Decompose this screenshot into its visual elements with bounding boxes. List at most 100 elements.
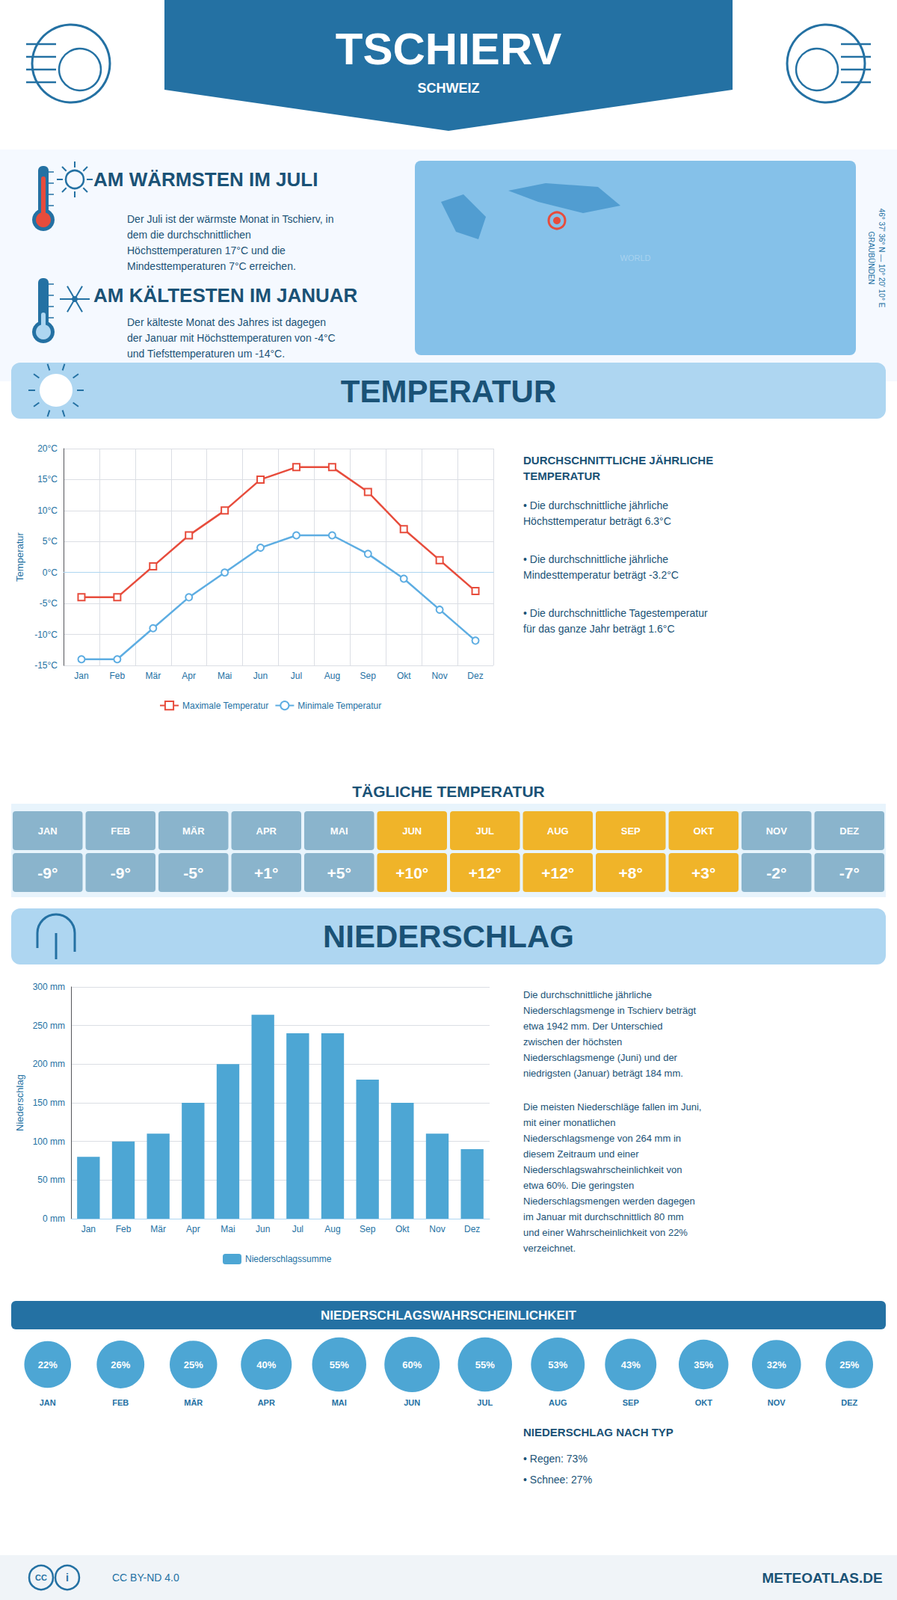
svg-text:Aug: Aug bbox=[324, 1223, 341, 1235]
svg-text:40%: 40% bbox=[256, 1358, 276, 1371]
svg-text:Niederschlagssumme: Niederschlagssumme bbox=[245, 1253, 332, 1265]
svg-text:-9°: -9° bbox=[110, 864, 131, 882]
svg-text:MÄR: MÄR bbox=[183, 1397, 203, 1407]
svg-text:20°C: 20°C bbox=[37, 443, 58, 454]
svg-text:35%: 35% bbox=[693, 1358, 714, 1371]
svg-text:etwa 1942 mm. Der Unterschied: etwa 1942 mm. Der Unterschied bbox=[523, 1020, 663, 1032]
svg-text:250 mm: 250 mm bbox=[32, 1020, 66, 1031]
svg-text:NIEDERSCHLAGSWAHRSCHEINLICHKEI: NIEDERSCHLAGSWAHRSCHEINLICHKEIT bbox=[320, 1308, 578, 1323]
svg-text:DEZ: DEZ bbox=[839, 825, 859, 837]
svg-text:FEB: FEB bbox=[110, 825, 131, 837]
svg-text:JUN: JUN bbox=[402, 825, 422, 837]
svg-text:Mindesttemperaturen 7°C erreic: Mindesttemperaturen 7°C erreichen. bbox=[127, 260, 297, 273]
svg-text:TÄGLICHE TEMPERATUR: TÄGLICHE TEMPERATUR bbox=[352, 782, 545, 800]
svg-text:Höchsttemperatur beträgt 6.3°C: Höchsttemperatur beträgt 6.3°C bbox=[523, 515, 672, 527]
svg-text:-5°: -5° bbox=[183, 864, 204, 882]
svg-text:Der Juli ist der wärmste Monat: Der Juli ist der wärmste Monat in Tschie… bbox=[127, 213, 334, 225]
svg-text:mit einer monatlichen: mit einer monatlichen bbox=[523, 1116, 616, 1128]
svg-text:Der kälteste Monat des Jahres: Der kälteste Monat des Jahres ist dagege… bbox=[127, 316, 326, 329]
svg-text:Höchsttemperaturen 17°C und di: Höchsttemperaturen 17°C und die bbox=[127, 244, 286, 257]
svg-text:OKT: OKT bbox=[695, 1397, 714, 1407]
svg-text:-15°C: -15°C bbox=[34, 660, 58, 671]
svg-text:Dez: Dez bbox=[464, 1223, 480, 1235]
svg-text:TSCHIERV: TSCHIERV bbox=[335, 23, 562, 75]
svg-text:60%: 60% bbox=[402, 1358, 422, 1371]
svg-text:etwa 60%. Die geringsten: etwa 60%. Die geringsten bbox=[523, 1179, 634, 1191]
svg-text:Sep: Sep bbox=[360, 670, 377, 681]
svg-text:Minimale Temperatur: Minimale Temperatur bbox=[297, 700, 382, 711]
svg-text:APR: APR bbox=[257, 1397, 276, 1407]
svg-text:Maximale Temperatur: Maximale Temperatur bbox=[182, 700, 269, 711]
svg-text:Mär: Mär bbox=[150, 1223, 166, 1235]
svg-text:+3°: +3° bbox=[691, 864, 716, 882]
svg-text:Nov: Nov bbox=[431, 670, 448, 681]
svg-text:Mär: Mär bbox=[145, 670, 161, 681]
svg-text:53%: 53% bbox=[547, 1358, 568, 1371]
svg-text:• Schnee: 27%: • Schnee: 27% bbox=[523, 1473, 593, 1486]
svg-text:und Tiefsttemperaturen um -14°: und Tiefsttemperaturen um -14°C. bbox=[127, 347, 285, 360]
svg-text:Jan: Jan bbox=[74, 670, 89, 681]
svg-text:-10°C: -10°C bbox=[34, 629, 58, 640]
svg-text:150 mm: 150 mm bbox=[32, 1097, 66, 1108]
svg-text:Niederschlagsmenge (Juni) und: Niederschlagsmenge (Juni) und der bbox=[523, 1051, 678, 1063]
svg-text:Jun: Jun bbox=[255, 1223, 270, 1235]
svg-text:• Die durchschnittliche Tagest: • Die durchschnittliche Tagestemperatur bbox=[523, 606, 708, 619]
svg-text:Niederschlagsmenge in Tschierv: Niederschlagsmenge in Tschierv beträgt bbox=[523, 1004, 696, 1016]
svg-text:JUL: JUL bbox=[475, 825, 495, 837]
svg-text:• Die durchschnittliche jährli: • Die durchschnittliche jährliche bbox=[523, 553, 669, 566]
svg-text:55%: 55% bbox=[475, 1358, 495, 1371]
svg-text:Niederschlagsmenge von 264 mm: Niederschlagsmenge von 264 mm in bbox=[523, 1132, 681, 1144]
svg-text:Sep: Sep bbox=[359, 1223, 376, 1235]
svg-text:Apr: Apr bbox=[181, 670, 196, 681]
svg-text:+10°: +10° bbox=[395, 864, 429, 882]
svg-text:NIEDERSCHLAG: NIEDERSCHLAG bbox=[322, 918, 575, 954]
svg-text:0 mm: 0 mm bbox=[42, 1213, 66, 1224]
svg-text:Jul: Jul bbox=[290, 670, 302, 681]
svg-text:FEB: FEB bbox=[112, 1397, 129, 1407]
svg-text:APR: APR bbox=[256, 825, 278, 837]
svg-text:46° 37' 36° N — 10° 20' 10° E: 46° 37' 36° N — 10° 20' 10° E bbox=[877, 208, 886, 308]
svg-text:CC BY-ND 4.0: CC BY-ND 4.0 bbox=[112, 1571, 180, 1584]
svg-text:Mindesttemperatur beträgt -3.2: Mindesttemperatur beträgt -3.2°C bbox=[523, 568, 679, 581]
svg-text:JAN: JAN bbox=[39, 1397, 57, 1407]
svg-text:TEMPERATUR: TEMPERATUR bbox=[340, 373, 557, 409]
svg-text:+12°: +12° bbox=[468, 864, 502, 882]
svg-text:OKT: OKT bbox=[693, 825, 715, 837]
svg-text:AM KÄLTESTEN IM JANUAR: AM KÄLTESTEN IM JANUAR bbox=[93, 284, 359, 307]
svg-text:-7°: -7° bbox=[839, 864, 860, 882]
svg-text:AUG: AUG bbox=[547, 825, 569, 837]
svg-text:Mai: Mai bbox=[220, 1223, 235, 1235]
svg-text:niedrigsten (Januar) beträgt 1: niedrigsten (Januar) beträgt 184 mm. bbox=[523, 1067, 684, 1079]
svg-text:-9°: -9° bbox=[37, 864, 58, 882]
svg-text:i: i bbox=[65, 1571, 69, 1584]
svg-text:und einer Wahrscheinlichkeit v: und einer Wahrscheinlichkeit von 22% bbox=[523, 1226, 688, 1238]
svg-text:Die meisten Niederschläge fall: Die meisten Niederschläge fallen im Juni… bbox=[523, 1101, 702, 1113]
svg-text:CC: CC bbox=[35, 1572, 48, 1582]
svg-text:Niederschlagsmengen werden dag: Niederschlagsmengen werden dagegen bbox=[523, 1195, 696, 1207]
svg-text:• Regen: 73%: • Regen: 73% bbox=[523, 1452, 588, 1465]
svg-text:SEP: SEP bbox=[621, 825, 641, 837]
svg-text:JAN: JAN bbox=[38, 825, 58, 837]
svg-text:diesem Zeitraum und einer: diesem Zeitraum und einer bbox=[523, 1148, 640, 1160]
svg-text:NOV: NOV bbox=[767, 1397, 787, 1407]
svg-text:für das ganze Jahr beträgt 1.6: für das ganze Jahr beträgt 1.6°C bbox=[523, 622, 675, 635]
svg-text:5°C: 5°C bbox=[42, 535, 58, 547]
svg-text:+12°: +12° bbox=[541, 864, 575, 882]
svg-text:zwischen der höchsten: zwischen der höchsten bbox=[523, 1036, 622, 1048]
svg-text:Jun: Jun bbox=[253, 670, 268, 681]
svg-text:GRAUBÜNDEN: GRAUBÜNDEN bbox=[867, 230, 876, 285]
svg-text:JUN: JUN bbox=[403, 1397, 421, 1407]
svg-text:JUL: JUL bbox=[476, 1397, 493, 1407]
svg-text:Jan: Jan bbox=[81, 1223, 96, 1235]
svg-text:im Januar mit durchschnittlich: im Januar mit durchschnittlich 80 mm bbox=[523, 1210, 684, 1223]
svg-text:50 mm: 50 mm bbox=[37, 1174, 66, 1185]
svg-text:DURCHSCHNITTLICHE JÄHRLICHE: DURCHSCHNITTLICHE JÄHRLICHE bbox=[523, 453, 714, 467]
svg-text:Die durchschnittliche jährlich: Die durchschnittliche jährliche bbox=[523, 988, 652, 1001]
svg-text:0°C: 0°C bbox=[42, 567, 58, 578]
svg-text:Dez: Dez bbox=[467, 670, 483, 681]
svg-text:10°C: 10°C bbox=[37, 505, 58, 516]
svg-text:+8°: +8° bbox=[618, 864, 643, 882]
svg-text:200 mm: 200 mm bbox=[32, 1058, 66, 1069]
svg-text:+1°: +1° bbox=[254, 864, 279, 882]
svg-text:15°C: 15°C bbox=[37, 473, 58, 485]
